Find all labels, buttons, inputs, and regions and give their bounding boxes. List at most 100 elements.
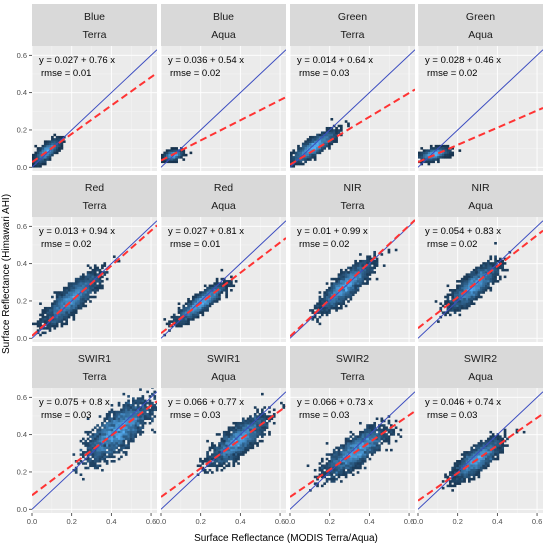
density-bin <box>344 464 348 468</box>
density-bin <box>261 419 264 423</box>
density-bin <box>103 437 107 441</box>
density-bin <box>105 460 109 463</box>
density-bin <box>175 153 178 157</box>
density-bin <box>115 415 119 418</box>
density-bin <box>356 460 360 463</box>
density-bin <box>313 468 317 472</box>
density-bin <box>448 302 452 305</box>
density-bin <box>479 457 483 461</box>
density-bin <box>472 448 476 452</box>
density-bin <box>134 426 138 429</box>
density-bin <box>213 284 217 288</box>
density-bin <box>225 442 228 445</box>
density-bin <box>86 280 90 283</box>
density-bin <box>170 315 174 319</box>
density-bin <box>86 442 90 445</box>
density-bin <box>332 448 336 452</box>
density-bin <box>215 457 219 461</box>
density-bin <box>484 448 488 452</box>
density-bin <box>335 477 338 481</box>
density-bin <box>203 302 207 305</box>
density-bin <box>74 300 78 303</box>
density-bin <box>446 484 450 488</box>
density-bin <box>261 424 264 427</box>
density-bin <box>77 284 80 288</box>
density-bin <box>309 140 312 143</box>
density-bin <box>318 468 322 472</box>
density-bin <box>48 311 52 314</box>
density-bin <box>361 453 365 456</box>
density-bin <box>91 460 95 463</box>
density-bin <box>218 284 221 288</box>
density-bin <box>129 408 133 412</box>
density-bin <box>82 275 85 279</box>
y-tick-label: 0.4 <box>17 88 27 97</box>
density-bin <box>122 435 126 438</box>
density-bin <box>199 304 202 308</box>
density-bin <box>39 151 42 155</box>
density-bin <box>124 413 128 416</box>
density-bin <box>206 457 209 461</box>
density-bin <box>60 144 64 148</box>
density-bin <box>446 144 450 148</box>
density-bin <box>70 293 73 297</box>
density-bin <box>463 286 466 290</box>
density-bin <box>96 428 99 432</box>
density-bin <box>93 460 97 463</box>
density-bin <box>472 457 476 461</box>
density-bin <box>323 464 327 468</box>
density-bin <box>340 277 343 281</box>
density-bin <box>84 430 88 434</box>
density-bin <box>62 313 66 317</box>
density-bin <box>453 289 457 292</box>
density-bin <box>53 318 57 321</box>
density-bin <box>225 464 228 468</box>
density-bin <box>122 444 126 447</box>
density-bin <box>351 439 355 443</box>
density-bin <box>453 484 457 488</box>
density-bin <box>41 149 45 152</box>
linear-fit-line <box>290 219 415 338</box>
density-bin <box>342 293 346 297</box>
density-bin <box>323 142 327 146</box>
density-bin <box>246 424 250 427</box>
density-bin <box>370 428 374 432</box>
density-bin <box>349 273 353 276</box>
density-bin <box>258 428 262 432</box>
density-bin <box>472 453 476 456</box>
density-bin <box>234 435 238 438</box>
density-bin <box>392 430 396 434</box>
density-bin <box>475 451 478 454</box>
density-bin <box>335 133 338 137</box>
density-bin <box>460 277 464 281</box>
density-bin <box>349 297 353 301</box>
density-bin <box>165 151 169 155</box>
density-bin <box>494 266 497 270</box>
density-bin <box>82 462 85 465</box>
density-bin <box>86 295 90 299</box>
density-bin <box>91 275 95 279</box>
density-bin <box>177 302 181 305</box>
density-bin <box>251 439 255 443</box>
density-bin <box>220 448 224 452</box>
density-bin <box>368 442 372 445</box>
density-bin <box>86 273 90 276</box>
density-bin <box>91 462 95 465</box>
density-bin <box>146 408 149 412</box>
density-bin <box>122 415 126 418</box>
density-bin <box>70 289 73 292</box>
reference-lines <box>161 49 286 168</box>
linear-fit-line <box>290 88 415 166</box>
density-bin <box>316 144 319 148</box>
density-bin <box>134 415 138 418</box>
density-bin <box>86 433 90 436</box>
density-bin <box>340 124 343 128</box>
density-bin <box>101 448 104 452</box>
density-bin <box>117 437 121 441</box>
density-bin <box>115 437 119 441</box>
density-bin <box>344 280 348 283</box>
density-bin <box>232 444 236 447</box>
density-bin <box>420 153 424 157</box>
density-bin <box>60 295 64 299</box>
density-bin <box>323 471 327 474</box>
